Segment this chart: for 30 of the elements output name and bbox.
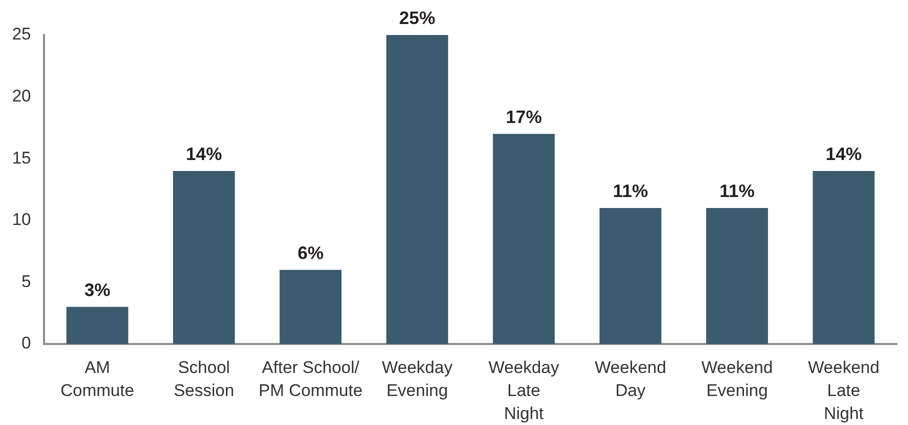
data-label: 6% [298, 242, 324, 263]
data-label: 14% [186, 144, 222, 164]
x-tick-label: Weekend Late Night [808, 358, 880, 424]
x-tick-label: School Session [174, 358, 234, 400]
data-label: 11% [720, 181, 755, 202]
y-tick-label: 10 [12, 210, 31, 230]
bar [280, 270, 342, 344]
bar [66, 306, 128, 344]
bar [600, 208, 662, 344]
data-label: 3% [84, 280, 110, 300]
x-tick-label: AM Commute [60, 358, 134, 400]
data-label: 11% [612, 181, 648, 202]
bar [812, 170, 875, 344]
y-tick-label: 0 [22, 334, 31, 353]
y-tick-label: 25 [12, 24, 31, 44]
bar [492, 134, 555, 344]
x-tick-label: Weekend Day [594, 358, 666, 400]
data-label: 25% [399, 8, 436, 28]
bar [173, 170, 235, 344]
data-label: 17% [506, 106, 542, 127]
bar [386, 35, 448, 344]
x-tick-label: Weekday Late Night [488, 358, 560, 424]
bar [706, 208, 768, 344]
y-tick-label: 5 [22, 272, 31, 291]
x-tick-label: Weekday Evening [382, 358, 453, 400]
y-tick-label: 20 [12, 86, 31, 106]
x-tick-label: After School/ PM Commute [258, 358, 363, 400]
data-label: 14% [826, 144, 862, 164]
x-tick-label: Weekend Evening [701, 358, 773, 400]
y-tick-label: 15 [12, 148, 31, 168]
